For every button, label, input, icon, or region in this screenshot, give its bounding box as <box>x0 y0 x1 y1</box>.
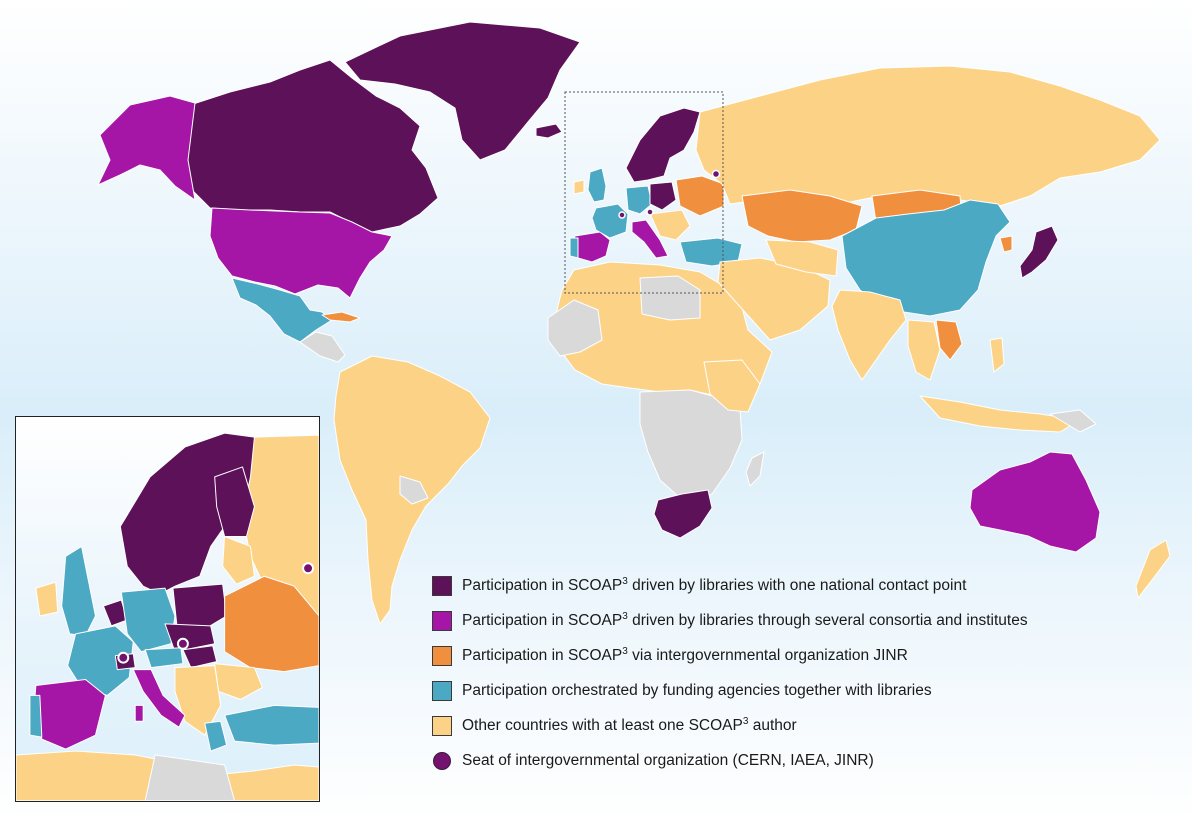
inset-hungary <box>182 645 218 669</box>
region-canada <box>185 59 439 233</box>
legend-item-libraries-consortia: Participation in SCOAP3 driven by librar… <box>432 603 1172 638</box>
inset-uk <box>61 545 96 637</box>
inset-greece <box>204 720 228 752</box>
region-ireland <box>573 179 585 195</box>
region-germany <box>625 185 653 215</box>
legend-seat-marker <box>433 751 451 770</box>
region-portugal <box>569 237 579 259</box>
region-philippines <box>989 337 1005 373</box>
legend-label: Participation in SCOAP3 via intergovernm… <box>462 646 908 664</box>
legend-label: Participation in SCOAP3 driven by librar… <box>462 611 1028 629</box>
legend-label: Other countries with at least one SCOAP3… <box>462 716 797 734</box>
region-cuba <box>321 311 361 323</box>
inset-seat-jinr <box>302 562 315 575</box>
legend-swatch <box>432 575 452 596</box>
region-bolivia <box>399 475 429 505</box>
inset-baltics <box>222 535 255 585</box>
region-france <box>591 203 629 239</box>
inset-libya-gray <box>144 754 236 801</box>
inset-iberia <box>33 679 106 750</box>
legend-swatch <box>432 680 452 701</box>
inset-ukraine <box>224 575 319 673</box>
inset-france <box>67 625 134 696</box>
region-new-guinea <box>1049 409 1097 433</box>
region-usa <box>209 207 393 299</box>
region-uk <box>587 167 607 203</box>
region-japan <box>1019 225 1059 279</box>
region-korea-jinr <box>999 235 1013 253</box>
region-vietnam <box>935 319 963 361</box>
europe-inset-map <box>15 416 320 802</box>
seat-marker-jinr <box>711 169 721 179</box>
europe-inset-svg <box>16 432 319 801</box>
region-greenland <box>344 21 581 161</box>
legend-item-seat: Seat of intergovernmental organization (… <box>432 743 1172 778</box>
inset-portugal <box>29 694 43 738</box>
region-balkans <box>649 209 691 241</box>
region-iceland <box>535 123 563 139</box>
legend-swatch <box>432 715 452 736</box>
inset-balkans <box>174 665 222 736</box>
region-india <box>831 289 907 381</box>
region-russia <box>695 65 1161 207</box>
region-south-africa <box>653 489 713 539</box>
map-legend: Participation in SCOAP3 driven by librar… <box>432 568 1172 778</box>
legend-item-jinr: Participation in SCOAP3 via intergovernm… <box>432 638 1172 673</box>
inset-germany <box>120 587 176 653</box>
inset-turkey <box>224 704 319 746</box>
region-se-asia <box>907 319 941 381</box>
legend-item-funding-agencies: Participation orchestrated by funding ag… <box>432 673 1172 708</box>
region-libya <box>639 275 701 321</box>
region-central-america <box>299 331 346 363</box>
inset-seat-cern <box>117 651 130 664</box>
inset-romania <box>214 663 263 700</box>
inset-ireland <box>35 581 59 617</box>
seat-marker-iaea <box>646 208 654 216</box>
legend-label: Participation orchestrated by funding ag… <box>462 681 932 699</box>
region-italy <box>631 219 669 259</box>
inset-austria <box>144 647 184 669</box>
inset-seat-iaea <box>176 637 189 650</box>
region-alaska <box>97 95 196 201</box>
seat-marker-cern <box>618 211 626 219</box>
region-central-asia <box>765 239 839 277</box>
inset-extent-box <box>564 91 724 294</box>
legend-item-libraries-national: Participation in SCOAP3 driven by librar… <box>432 568 1172 603</box>
region-scandinavia <box>625 107 701 183</box>
legend-label: Seat of intergovernmental organization (… <box>462 751 874 769</box>
legend-item-other-author: Other countries with at least one SCOAP3… <box>432 708 1172 743</box>
legend-swatch <box>432 645 452 666</box>
inset-finland <box>214 466 255 537</box>
region-ukraine-belarus <box>675 175 725 217</box>
legend-label: Participation in SCOAP3 driven by librar… <box>462 576 967 594</box>
legend-swatch <box>432 610 452 631</box>
region-new-zealand <box>1135 539 1171 599</box>
region-madagascar <box>745 451 765 487</box>
region-west-africa-gray <box>547 299 603 357</box>
region-australia <box>969 451 1101 553</box>
region-mexico <box>231 277 333 343</box>
inset-poland <box>172 583 228 629</box>
inset-sicily-sardinia <box>134 704 144 722</box>
region-poland-czech <box>649 181 677 211</box>
region-east-africa <box>703 359 761 413</box>
inset-italy <box>132 669 186 728</box>
